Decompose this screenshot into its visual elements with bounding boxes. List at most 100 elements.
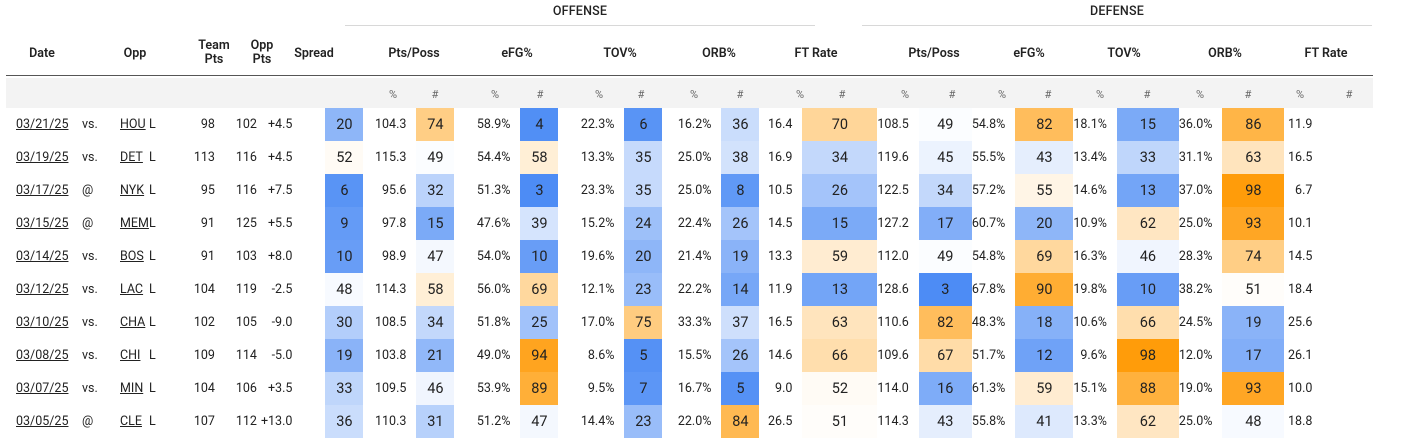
game-date[interactable]: 03/05/25 (6, 405, 76, 438)
col-header-opp[interactable]: Opp (123, 46, 147, 61)
off-ft-rate-percentile: 37 (721, 306, 760, 339)
table-row: 03/15/25 @ MEM L 91 125 +5.5 9 97.8 15 47.6% 39 15.2… (6, 207, 1366, 240)
def-pts-poss-value: 127.2 (877, 216, 909, 231)
opponent[interactable]: CLE (106, 405, 149, 438)
game-date-link[interactable]: 03/12/25 (16, 282, 69, 297)
subheader-num: # (536, 88, 544, 101)
opponent-link[interactable]: BOS (120, 249, 144, 264)
game-date-link[interactable]: 03/17/25 (16, 183, 69, 198)
col-header-date[interactable]: Date (29, 46, 55, 61)
opponent-link[interactable]: MEM (120, 216, 149, 231)
def-efg-percentile: 17 (918, 207, 972, 240)
opponent-link[interactable]: CLE (120, 414, 142, 429)
opponent-link[interactable]: CHI (120, 348, 141, 363)
team-points: 95 (200, 183, 215, 198)
off-efg-value: 53.9% (476, 381, 511, 396)
off-pts-poss-value: 98.9 (382, 249, 407, 264)
game-date-link[interactable]: 03/07/25 (16, 381, 69, 396)
subheader-pct: % (795, 88, 805, 101)
def-tov-percentile: 59 (1015, 372, 1074, 405)
game-date-link[interactable]: 03/15/25 (16, 216, 69, 231)
table-row: 03/19/25 vs. DET L 113 116 +4.5 52 115.3 49 54.4% 5… (6, 141, 1366, 174)
def-pts-poss-value: 114.3 (877, 414, 909, 429)
off-efg-percentile: 47 (416, 240, 455, 273)
opponent[interactable]: NYK (106, 174, 149, 207)
game-date-link[interactable]: 03/21/25 (16, 117, 69, 132)
game-date-link[interactable]: 03/08/25 (16, 348, 69, 363)
subheader-pct: % (689, 88, 699, 101)
col-header-off-orb[interactable]: ORB% (702, 46, 736, 61)
opponent-link[interactable]: NYK (120, 183, 145, 198)
game-log-table: 03/21/25 vs. HOU L 98 102 +4.5 20 104.3 74 58.9% 4 2… (6, 108, 1366, 438)
subheader-num: # (1244, 88, 1252, 101)
game-date[interactable]: 03/08/25 (6, 339, 76, 372)
table-row: 03/05/25 @ CLE L 107 112 +13.0 36 110.3 31 51.2% 47… (6, 405, 1366, 438)
opponent[interactable]: HOU (106, 108, 149, 141)
opponent-link[interactable]: DET (120, 150, 143, 165)
opponent[interactable]: MIN (106, 372, 149, 405)
def-orb-value: 25.0% (1178, 216, 1213, 231)
off-pts-poss-value: 110.3 (375, 414, 407, 429)
off-orb-percentile: 23 (624, 405, 663, 438)
opponent[interactable]: CHA (106, 306, 149, 339)
col-header-def-orb[interactable]: ORB% (1208, 46, 1242, 61)
col-header-def-ft-rate[interactable]: FT Rate (1304, 46, 1348, 61)
def-tov-percentile: 41 (1015, 405, 1074, 438)
game-date[interactable]: 03/10/25 (6, 306, 76, 339)
game-date[interactable]: 03/19/25 (6, 141, 76, 174)
col-header-def-tov[interactable]: TOV% (1107, 46, 1141, 61)
opponent[interactable]: LAC (106, 273, 149, 306)
off-efg-percentile: 31 (416, 405, 455, 438)
off-ft-rate-percentile: 5 (721, 372, 760, 405)
def-tov-percentile: 20 (1015, 207, 1074, 240)
col-header-off-tov[interactable]: TOV% (603, 46, 637, 61)
game-date[interactable]: 03/15/25 (6, 207, 76, 240)
game-date-link[interactable]: 03/14/25 (16, 249, 69, 264)
off-tov-value: 12.1% (580, 282, 615, 297)
off-tov-value: 17.0% (580, 315, 615, 330)
game-date[interactable]: 03/17/25 (6, 174, 76, 207)
col-header-def-efg[interactable]: eFG% (1013, 46, 1045, 61)
def-pts-poss-percentile: 34 (802, 141, 878, 174)
col-header-def-pts-poss[interactable]: Pts/Poss (908, 46, 960, 61)
col-header-spread[interactable]: Spread (294, 46, 334, 61)
def-efg-value: 55.8% (971, 414, 1006, 429)
opponent[interactable]: CHI (106, 339, 149, 372)
def-pts-poss-percentile: 13 (802, 273, 878, 306)
game-date[interactable]: 03/07/25 (6, 372, 76, 405)
def-efg-value: 60.7% (971, 216, 1006, 231)
subheader-num: # (1044, 88, 1052, 101)
opponent[interactable]: MEM (106, 207, 149, 240)
site-indicator: vs. (82, 348, 98, 363)
opponent-link[interactable]: CHA (120, 315, 146, 330)
def-orb-value: 12.0% (1178, 348, 1213, 363)
opponent-link[interactable]: LAC (120, 282, 144, 297)
def-orb-percentile: 66 (1116, 306, 1179, 339)
game-date-link[interactable]: 03/05/25 (16, 414, 69, 429)
game-date-link[interactable]: 03/19/25 (16, 150, 69, 165)
col-header-off-efg[interactable]: eFG% (501, 46, 533, 61)
opponent[interactable]: BOS (106, 240, 149, 273)
game-result: L (148, 282, 156, 297)
game-date[interactable]: 03/12/25 (6, 273, 76, 306)
opp-points: 103 (235, 249, 257, 264)
game-date[interactable]: 03/21/25 (6, 108, 76, 141)
off-tov-percentile: 69 (520, 273, 559, 306)
def-efg-value: 54.8% (971, 117, 1006, 132)
off-tov-value: 9.5% (587, 381, 615, 396)
off-tov-percentile: 39 (520, 207, 559, 240)
col-header-off-pts-poss[interactable]: Pts/Poss (388, 46, 440, 61)
col-header-opp-pts[interactable]: Opp Pts (250, 38, 274, 67)
game-date-link[interactable]: 03/10/25 (16, 315, 69, 330)
def-orb-value: 28.3% (1178, 249, 1213, 264)
off-ft-rate-value: 16.9 (768, 150, 793, 165)
off-pts-poss-percentile: 10 (325, 240, 364, 273)
col-header-off-ft-rate[interactable]: FT Rate (794, 46, 838, 61)
opponent-link[interactable]: HOU (120, 117, 146, 132)
opponent-link[interactable]: MIN (120, 381, 144, 396)
game-result: L (148, 414, 156, 429)
opponent[interactable]: DET (106, 141, 149, 174)
col-header-team-pts[interactable]: Team Pts (198, 38, 230, 67)
game-date[interactable]: 03/14/25 (6, 240, 76, 273)
def-orb-value: 31.1% (1178, 150, 1213, 165)
